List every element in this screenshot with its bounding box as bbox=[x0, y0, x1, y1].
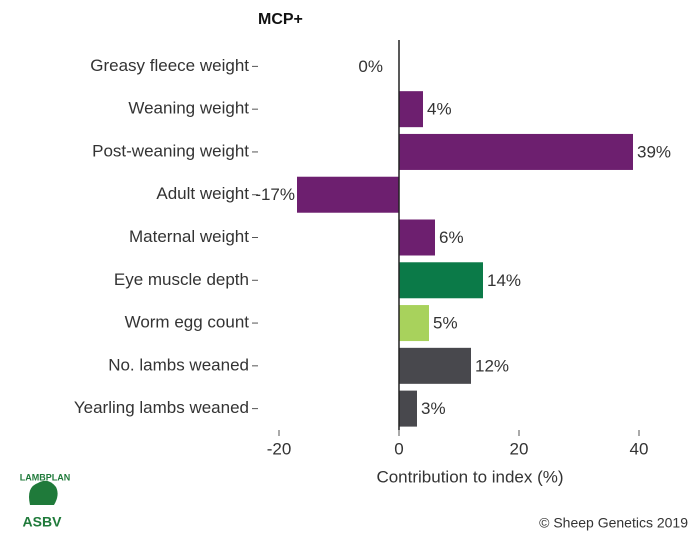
bar bbox=[399, 390, 417, 427]
y-tick-label: Maternal weight bbox=[129, 227, 249, 246]
data-label: 5% bbox=[433, 314, 458, 333]
y-tick-label: Greasy fleece weight bbox=[90, 56, 249, 75]
y-tick-label: Worm egg count bbox=[125, 313, 250, 332]
logo: LAMBPLAN ASBV bbox=[20, 472, 71, 529]
data-label: 4% bbox=[427, 100, 452, 119]
bar bbox=[399, 219, 435, 256]
data-label: 3% bbox=[421, 399, 446, 418]
logo-badge: ASBV bbox=[23, 514, 63, 530]
data-label: 6% bbox=[439, 228, 464, 247]
y-tick-label: No. lambs weaned bbox=[108, 355, 249, 374]
data-label: -17% bbox=[255, 185, 295, 204]
logo-arc-text: LAMBPLAN bbox=[20, 472, 71, 482]
bar bbox=[297, 176, 399, 213]
x-tick-label: 40 bbox=[630, 439, 649, 458]
y-tick-label: Adult weight bbox=[156, 184, 249, 203]
data-label: 39% bbox=[637, 142, 671, 161]
x-tick-label: 20 bbox=[510, 439, 529, 458]
x-tick-label: 0 bbox=[394, 439, 403, 458]
bar bbox=[399, 262, 483, 299]
chart-title: MCP+ bbox=[258, 11, 303, 28]
data-label: 12% bbox=[475, 356, 509, 375]
footer: © Sheep Genetics 2019 bbox=[539, 515, 688, 531]
data-label: 14% bbox=[487, 271, 521, 290]
x-tick-label: -20 bbox=[267, 439, 292, 458]
bar bbox=[399, 305, 429, 342]
bar bbox=[399, 91, 423, 128]
y-tick-label: Post-weaning weight bbox=[92, 141, 249, 160]
y-tick-label: Weaning weight bbox=[128, 99, 249, 118]
logo-sheep bbox=[29, 480, 58, 505]
bar bbox=[399, 347, 471, 384]
x-axis-title: Contribution to index (%) bbox=[376, 467, 563, 486]
bar bbox=[399, 133, 633, 170]
y-tick-label: Eye muscle depth bbox=[114, 270, 249, 289]
y-tick-label: Yearling lambs weaned bbox=[74, 398, 249, 417]
data-label: 0% bbox=[358, 57, 383, 76]
